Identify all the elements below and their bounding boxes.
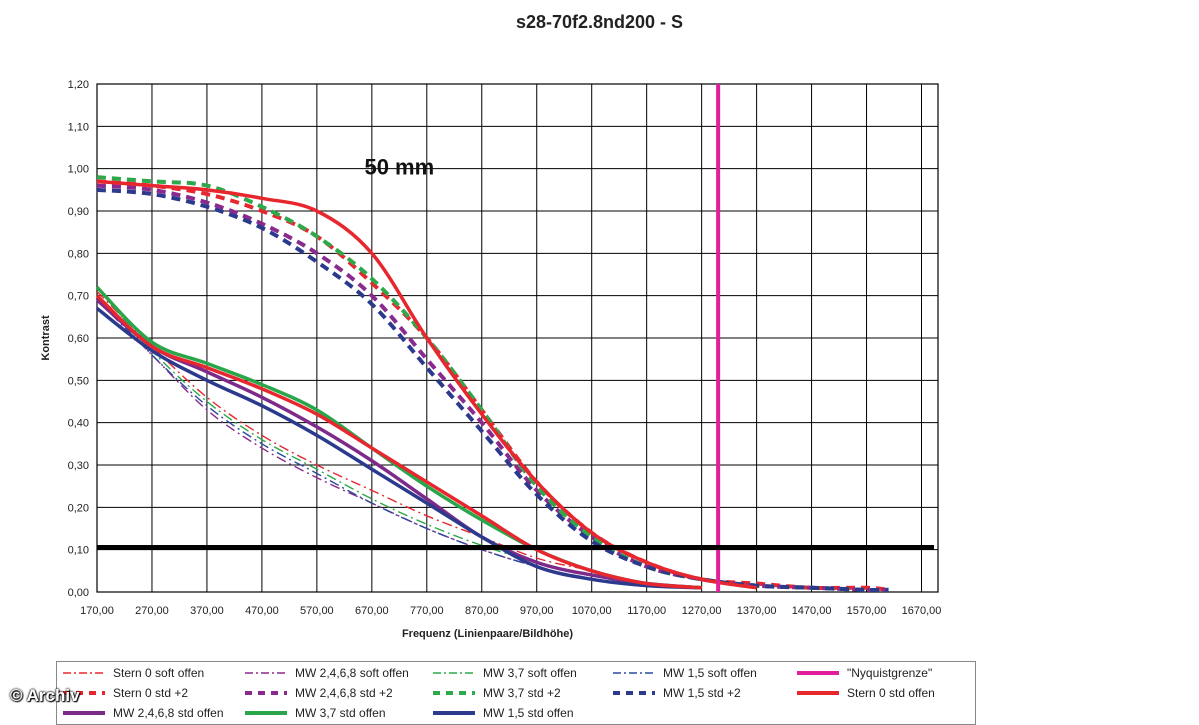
copyright-watermark: © Archiv [10, 686, 80, 705]
legend-item: MW 2,4,6,8 std +2 [243, 684, 393, 702]
y-tick-label: 0,70 [68, 291, 89, 303]
y-tick-label: 1,10 [68, 121, 89, 133]
x-tick-label: 1470,00 [792, 605, 832, 617]
legend-item: MW 3,7 soft offen [431, 664, 577, 682]
x-tick-label: 370,00 [190, 605, 224, 617]
legend-swatch [433, 711, 475, 715]
legend-item: MW 1,5 soft offen [611, 664, 757, 682]
legend-swatch [245, 672, 287, 674]
legend-item: Stern 0 std +2 [61, 684, 188, 702]
x-tick-label: 1270,00 [682, 605, 722, 617]
series-line [96, 179, 889, 592]
legend-label: MW 2,4,6,8 std +2 [295, 686, 393, 700]
y-tick-label: 1,00 [68, 164, 89, 176]
x-tick-label: 1570,00 [847, 605, 887, 617]
series-line [96, 179, 757, 590]
legend-swatch [433, 672, 475, 674]
x-tick-label: 770,00 [410, 605, 444, 617]
x-axis-label: Frequenz (Linienpaare/Bildhöhe) [402, 628, 573, 640]
x-tick-label: 570,00 [300, 605, 334, 617]
legend-label: MW 3,7 soft offen [483, 666, 577, 680]
legend-label: MW 1,5 std offen [483, 706, 574, 720]
legend-swatch [797, 691, 839, 695]
series-line [96, 183, 889, 593]
mtf-chart: 170,00 270,00 370,00 470,00 570,00 670,00 770,… [40, 79, 942, 640]
legend-item: Stern 0 std offen [795, 684, 935, 702]
legend-label: MW 3,7 std +2 [483, 686, 561, 700]
legend-label: MW 1,5 std +2 [663, 686, 741, 700]
x-tick-label: 1670,00 [902, 605, 942, 617]
series-line [95, 298, 702, 590]
x-tick-label: 670,00 [355, 605, 389, 617]
legend-label: MW 2,4,6,8 std offen [113, 706, 224, 720]
series-line [96, 290, 702, 589]
x-tick-label: 470,00 [245, 605, 279, 617]
y-tick-label: 0,80 [68, 248, 89, 260]
legend-item: MW 2,4,6,8 std offen [61, 704, 224, 722]
y-tick-label: 1,20 [68, 79, 89, 91]
legend-swatch [63, 691, 105, 695]
x-tick-label: 170,00 [80, 605, 114, 617]
legend-label: Stern 0 std +2 [113, 686, 189, 700]
legend-item: "Nyquistgrenze" [795, 664, 932, 682]
series-line [96, 187, 889, 593]
x-tick-label: 1370,00 [737, 605, 777, 617]
legend-item: MW 3,7 std +2 [431, 684, 561, 702]
x-tick-label: 970,00 [520, 605, 554, 617]
legend-label: Stern 0 soft offen [113, 666, 205, 680]
x-tick-label: 1070,00 [572, 605, 612, 617]
y-axis-label: Kontrast [40, 315, 52, 361]
legend-item: Stern 0 soft offen [61, 664, 204, 682]
legend-swatch [433, 691, 475, 695]
legend-label: MW 2,4,6,8 soft offen [295, 666, 409, 680]
legend-swatch [245, 691, 287, 695]
legend-label: "Nyquistgrenze" [847, 666, 933, 680]
y-tick-label: 0,30 [68, 460, 89, 472]
x-tick-label: 870,00 [465, 605, 499, 617]
y-tick-label: 0,00 [68, 587, 89, 599]
series-line [95, 294, 702, 590]
chart-title: s28-70f2.8nd200 - S [515, 12, 684, 32]
y-tick-label: 0,40 [68, 418, 89, 430]
legend-swatch [63, 672, 105, 674]
y-tick-label: 0,10 [68, 545, 89, 557]
legend-swatch [613, 691, 655, 695]
legend-label: MW 3,7 std offen [295, 706, 386, 720]
focal-length-annotation: 50 mm [364, 155, 434, 180]
x-tick-label: 270,00 [135, 605, 169, 617]
y-tick-label: 0,60 [68, 333, 89, 345]
legend-label: MW 1,5 soft offen [663, 666, 757, 680]
y-tick-label: 0,90 [68, 206, 89, 218]
legend-item: MW 2,4,6,8 soft offen [243, 664, 409, 682]
series-line [95, 306, 702, 590]
y-tick-label: 0,50 [68, 375, 89, 387]
legend-item: MW 1,5 std +2 [611, 684, 741, 702]
x-tick-label: 1170,00 [627, 605, 666, 617]
legend-swatch [613, 672, 655, 674]
y-tick-label: 0,20 [68, 502, 89, 514]
legend-label: Stern 0 std offen [847, 686, 935, 700]
legend-swatch [245, 711, 287, 715]
legend-item: MW 3,7 std offen [243, 704, 386, 722]
legend-swatch [63, 711, 105, 715]
legend-swatch [797, 671, 839, 675]
chart-legend: Stern 0 soft offen MW 2,4,6,8 soft offen M… [56, 661, 976, 725]
legend-item: MW 1,5 std offen [431, 704, 574, 722]
